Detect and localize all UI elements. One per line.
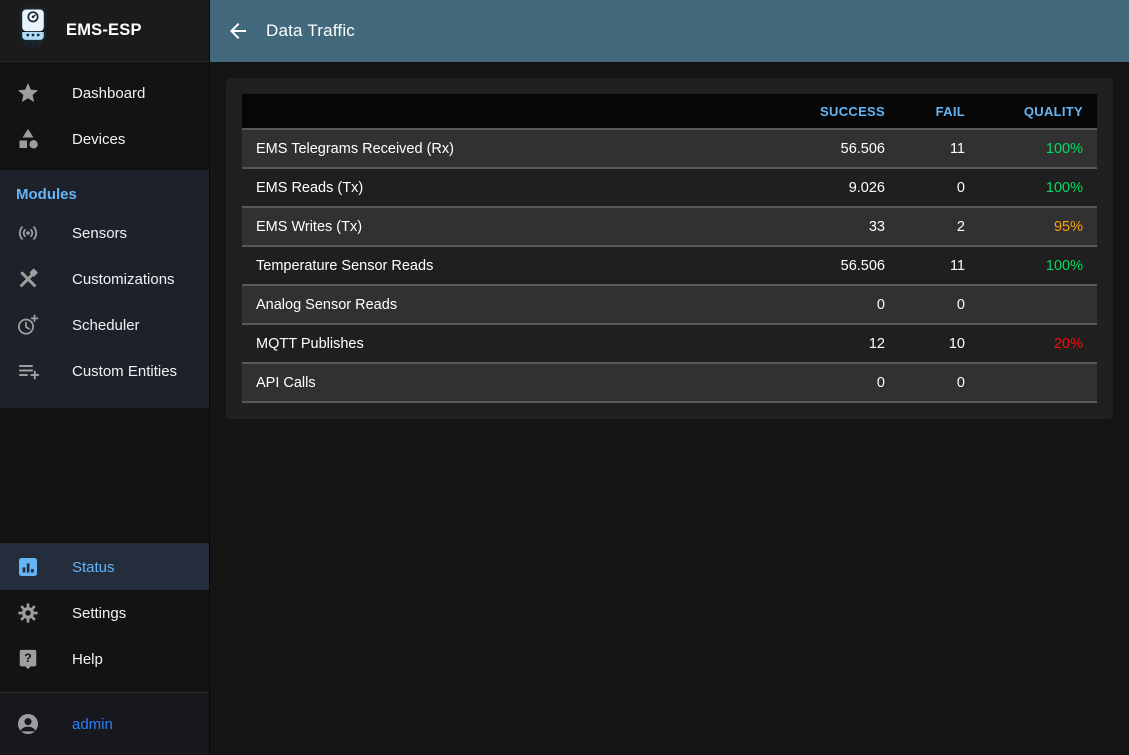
star-icon [16, 81, 40, 105]
sidebar-item-label: Settings [72, 604, 127, 622]
data-traffic-table: SUCCESS FAIL QUALITY EMS Telegrams Recei… [242, 94, 1097, 403]
metric-name: Temperature Sensor Reads [242, 245, 749, 285]
quality-value: 20% [979, 323, 1097, 363]
success-value: 0 [749, 284, 899, 324]
playlist-add-icon [16, 359, 40, 383]
sidebar-item-scheduler[interactable]: Scheduler [0, 302, 209, 348]
sidebar-item-label: Sensors [72, 224, 128, 242]
sidebar-item-label: Devices [72, 130, 126, 148]
sidebar-item-dashboard[interactable]: Dashboard [0, 70, 209, 116]
sidebar-item-settings[interactable]: Settings [0, 590, 209, 636]
metric-name: EMS Reads (Tx) [242, 167, 749, 207]
metric-name: EMS Writes (Tx) [242, 206, 749, 246]
quality-value: 100% [979, 245, 1097, 285]
app-logo-header: EMS-ESP [0, 0, 209, 62]
table-row: EMS Reads (Tx) 9.026 0 100% [242, 167, 1097, 207]
sidebar-user-label: admin [72, 715, 113, 733]
account-circle-icon [16, 712, 40, 736]
table-row: EMS Writes (Tx) 33 2 95% [242, 206, 1097, 246]
column-header-fail: FAIL [899, 94, 979, 129]
sidebar-item-help[interactable]: ? Help [0, 636, 209, 682]
sidebar-item-sensors[interactable]: Sensors [0, 210, 209, 256]
table-row: Temperature Sensor Reads 56.506 11 100% [242, 245, 1097, 285]
sidebar-item-customizations[interactable]: Customizations [0, 256, 209, 302]
back-button[interactable] [226, 19, 250, 43]
fail-value: 11 [899, 128, 979, 168]
sidebar-modules-section: Modules Sensors [0, 170, 209, 408]
success-value: 9.026 [749, 167, 899, 207]
modules-section-header: Modules [16, 186, 77, 203]
sidebar: EMS-ESP Dashboard De [0, 0, 210, 755]
table-header-row: SUCCESS FAIL QUALITY [242, 94, 1097, 129]
sidebar-item-label: Customizations [72, 270, 175, 288]
category-icon [16, 127, 40, 151]
appbar: Data Traffic [210, 0, 1129, 62]
arrow-back-icon [230, 23, 246, 39]
sidebar-item-status[interactable]: Status [0, 544, 209, 590]
more-time-icon [16, 313, 40, 337]
success-value: 0 [749, 362, 899, 403]
sidebar-item-label: Scheduler [72, 316, 140, 334]
fail-value: 11 [899, 245, 979, 285]
boiler-logo-icon [14, 6, 52, 56]
analytics-icon [16, 555, 40, 579]
fail-value: 0 [899, 284, 979, 324]
main-area: Data Traffic SUCCESS FAIL QUALITY [210, 0, 1129, 755]
sidebar-item-label: Help [72, 650, 103, 668]
table-row: MQTT Publishes 12 10 20% [242, 323, 1097, 363]
fail-value: 10 [899, 323, 979, 363]
sidebar-item-label: Custom Entities [72, 362, 178, 380]
sidebar-bottom-nav: Status [0, 543, 209, 692]
content-area: SUCCESS FAIL QUALITY EMS Telegrams Recei… [210, 62, 1129, 755]
metric-name: API Calls [242, 362, 749, 403]
metric-name: MQTT Publishes [242, 323, 749, 363]
column-header-name [242, 94, 749, 129]
sidebar-item-devices[interactable]: Devices [0, 116, 209, 162]
quality-value: 100% [979, 128, 1097, 168]
sidebar-user-section: admin [0, 692, 209, 755]
svg-text:?: ? [24, 651, 32, 665]
quality-value [979, 362, 1097, 403]
metric-name: Analog Sensor Reads [242, 284, 749, 324]
table-row: Analog Sensor Reads 0 0 [242, 284, 1097, 324]
fail-value: 0 [899, 362, 979, 403]
quality-value [979, 284, 1097, 324]
column-header-quality: QUALITY [979, 94, 1097, 129]
sidebar-item-label: Dashboard [72, 84, 146, 102]
success-value: 33 [749, 206, 899, 246]
quality-value: 100% [979, 167, 1097, 207]
sensors-icon [16, 221, 40, 245]
app-title: EMS-ESP [66, 21, 142, 39]
success-value: 12 [749, 323, 899, 363]
metric-name: EMS Telegrams Received (Rx) [242, 128, 749, 168]
sidebar-spacer [0, 408, 209, 543]
sidebar-main-nav: Dashboard Devices [0, 62, 209, 170]
fail-value: 0 [899, 167, 979, 207]
construction-icon [16, 267, 40, 291]
sidebar-item-admin[interactable]: admin [0, 701, 209, 747]
fail-value: 2 [899, 206, 979, 246]
table-row: API Calls 0 0 [242, 362, 1097, 403]
gear-icon [16, 601, 40, 625]
help-bubble-icon: ? [16, 647, 40, 671]
success-value: 56.506 [749, 128, 899, 168]
page-title: Data Traffic [266, 21, 356, 40]
quality-value: 95% [979, 206, 1097, 246]
table-row: EMS Telegrams Received (Rx) 56.506 11 10… [242, 128, 1097, 168]
sidebar-item-custom-entities[interactable]: Custom Entities [0, 348, 209, 394]
success-value: 56.506 [749, 245, 899, 285]
sidebar-item-label: Status [72, 558, 115, 576]
data-traffic-card: SUCCESS FAIL QUALITY EMS Telegrams Recei… [226, 78, 1113, 419]
column-header-success: SUCCESS [749, 94, 899, 129]
